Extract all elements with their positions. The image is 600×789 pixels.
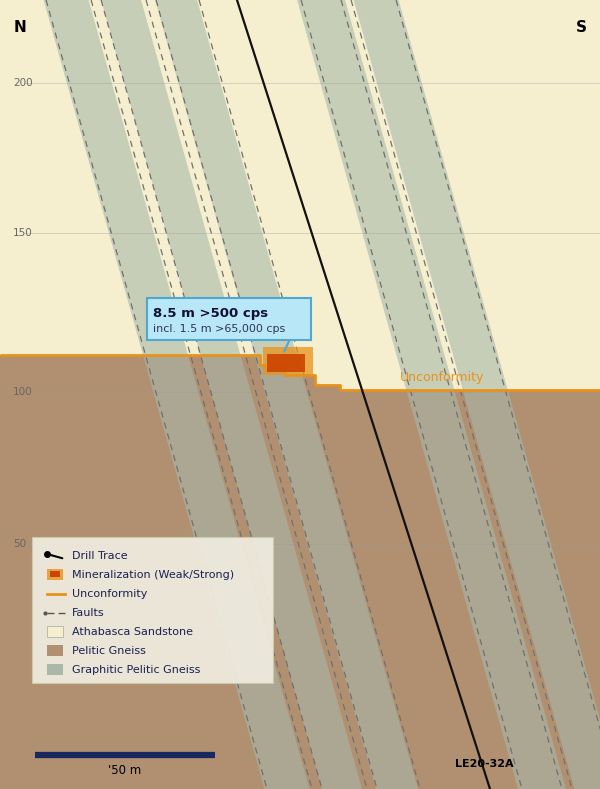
Text: Unconformity: Unconformity: [400, 371, 484, 384]
Bar: [263, 347, 313, 375]
FancyBboxPatch shape: [32, 537, 273, 683]
Polygon shape: [297, 0, 566, 789]
FancyBboxPatch shape: [147, 298, 311, 340]
Text: 100: 100: [13, 387, 32, 397]
Text: Pelitic Gneiss: Pelitic Gneiss: [72, 646, 146, 656]
Text: Faults: Faults: [72, 608, 104, 618]
Text: S: S: [576, 20, 587, 35]
Polygon shape: [353, 0, 600, 789]
Text: 8.5 m >500 cps: 8.5 m >500 cps: [153, 307, 268, 320]
Bar: [47, 569, 63, 580]
Text: Drill Trace: Drill Trace: [72, 551, 128, 561]
Polygon shape: [0, 0, 600, 390]
Text: Athabasca Sandstone: Athabasca Sandstone: [72, 627, 193, 637]
Bar: [47, 645, 63, 656]
Bar: [267, 354, 305, 372]
Text: 150: 150: [13, 228, 33, 238]
Bar: [47, 626, 63, 637]
Text: Unconformity: Unconformity: [72, 589, 148, 599]
Text: incl. 1.5 m >65,000 cps: incl. 1.5 m >65,000 cps: [153, 324, 285, 334]
Text: '50 m: '50 m: [109, 764, 142, 777]
Polygon shape: [0, 355, 600, 789]
Text: 200: 200: [13, 78, 32, 88]
Text: LE20-32A: LE20-32A: [455, 759, 514, 769]
Bar: [50, 571, 60, 577]
Polygon shape: [101, 0, 362, 789]
Bar: [47, 664, 63, 675]
Polygon shape: [155, 0, 418, 789]
Polygon shape: [44, 0, 310, 789]
Text: 50: 50: [13, 539, 26, 549]
Text: Graphitic Pelitic Gneiss: Graphitic Pelitic Gneiss: [72, 665, 200, 675]
Text: Mineralization (Weak/Strong): Mineralization (Weak/Strong): [72, 570, 234, 580]
Text: N: N: [14, 20, 27, 35]
